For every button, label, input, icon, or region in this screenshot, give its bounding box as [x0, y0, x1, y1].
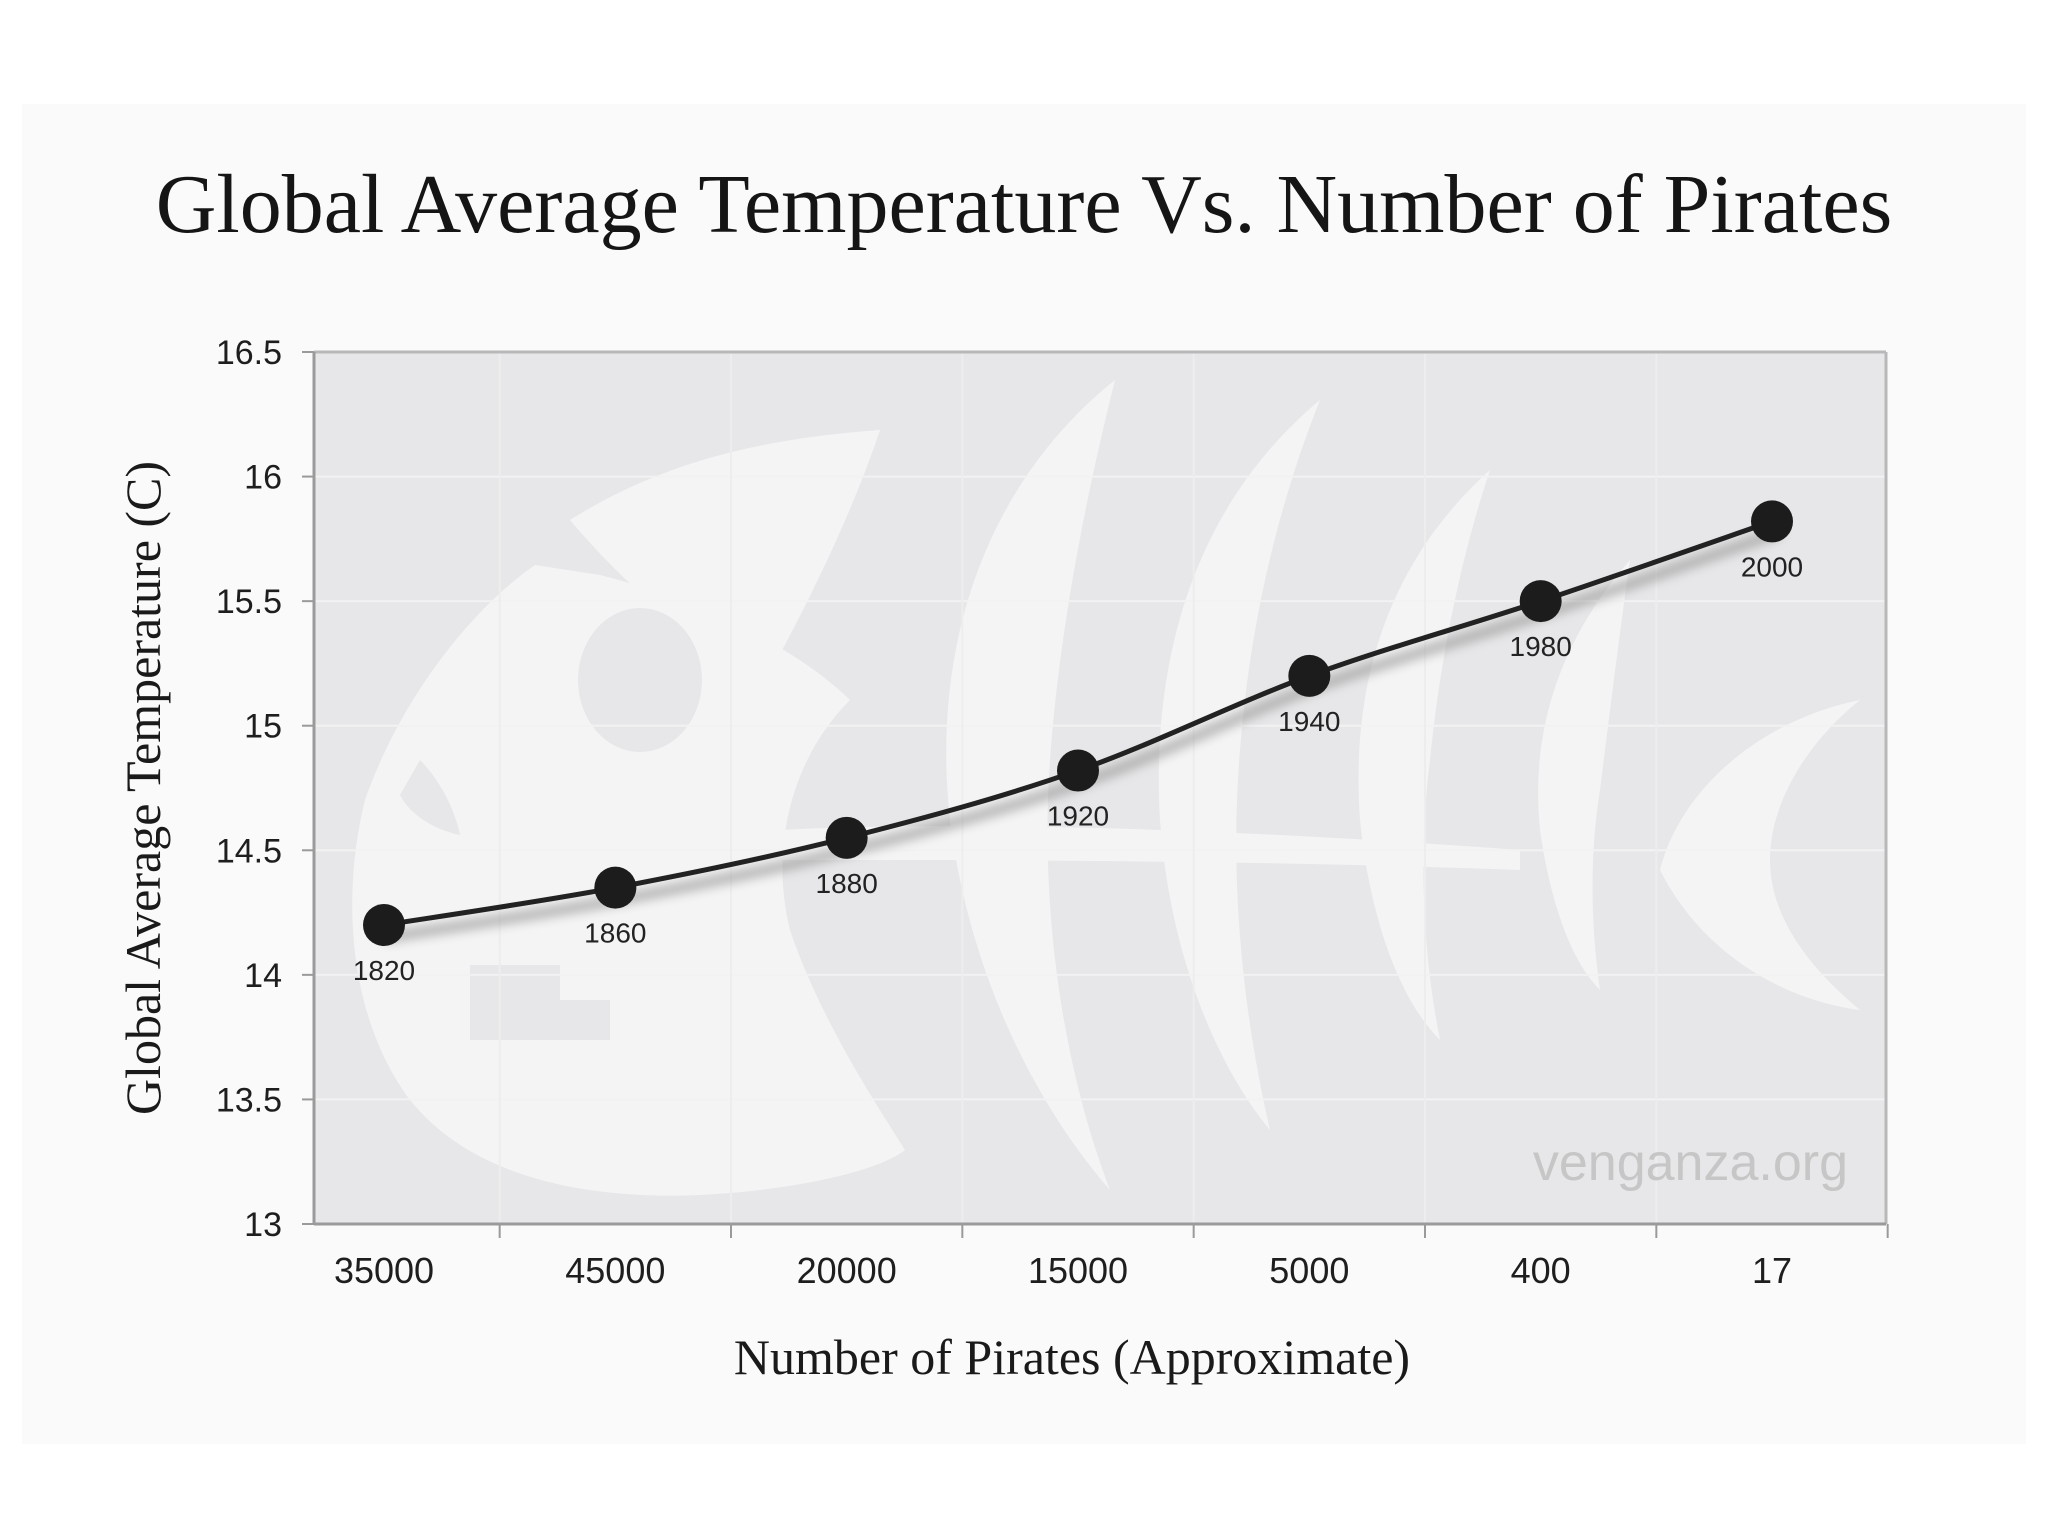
x-axis-title: Number of Pirates (Approximate)	[734, 1329, 1410, 1385]
y-tick-label: 13.5	[216, 1081, 282, 1119]
point-label: 1980	[1510, 631, 1572, 662]
y-tick-label: 13	[244, 1206, 282, 1244]
data-point	[1288, 654, 1331, 697]
data-point	[1057, 749, 1099, 792]
point-label: 1820	[353, 955, 415, 986]
x-axis-ticks: 35000 45000 20000 15000 5000 400 17	[334, 1224, 1889, 1291]
fish-nostril	[400, 760, 460, 835]
fish-teeth	[470, 965, 610, 1040]
y-tick-label: 16.5	[216, 334, 282, 372]
point-label: 1940	[1278, 706, 1340, 737]
data-point	[1519, 580, 1562, 623]
x-tick-label: 20000	[797, 1250, 897, 1291]
x-tick-label: 5000	[1269, 1250, 1349, 1291]
y-axis-ticks: 13 13.5 14 14.5 15 15.5 16 16.5	[216, 334, 314, 1244]
x-tick-label: 35000	[334, 1250, 434, 1291]
data-point	[363, 904, 405, 947]
point-label: 1860	[584, 918, 646, 949]
point-label: 2000	[1741, 551, 1803, 582]
data-point	[825, 816, 868, 859]
grid-lines	[314, 352, 1886, 1224]
x-tick-label: 17	[1752, 1250, 1792, 1291]
fish-eye	[578, 608, 702, 752]
fish-tail	[1660, 700, 1860, 1010]
chart-title: Global Average Temperature Vs. Number of…	[156, 158, 1893, 251]
fish-spine	[780, 826, 1520, 870]
x-tick-label: 15000	[1028, 1250, 1128, 1291]
fish-fin-top	[570, 430, 880, 690]
data-point	[1751, 500, 1793, 543]
y-tick-label: 15	[244, 708, 282, 746]
x-tick-label: 45000	[565, 1250, 665, 1291]
y-tick-label: 14	[244, 957, 282, 995]
fish-rib-2	[1158, 400, 1320, 1130]
y-tick-label: 15.5	[216, 583, 282, 621]
series-temperature	[363, 500, 1793, 947]
fish-rib-4	[1538, 560, 1630, 990]
y-tick-label: 14.5	[216, 832, 282, 870]
x-tick-label: 400	[1511, 1250, 1571, 1291]
point-label: 1880	[816, 868, 878, 899]
watermark-text: venganza.org	[1533, 1134, 1848, 1192]
data-point	[594, 866, 637, 909]
fish-details	[400, 608, 702, 1040]
point-labels: 1820 1860 1880 1920 1940 1980 2000	[353, 551, 1803, 986]
point-label: 1920	[1047, 801, 1109, 832]
y-tick-label: 16	[244, 459, 282, 497]
y-axis-title: Global Average Temperature (C)	[115, 461, 171, 1115]
